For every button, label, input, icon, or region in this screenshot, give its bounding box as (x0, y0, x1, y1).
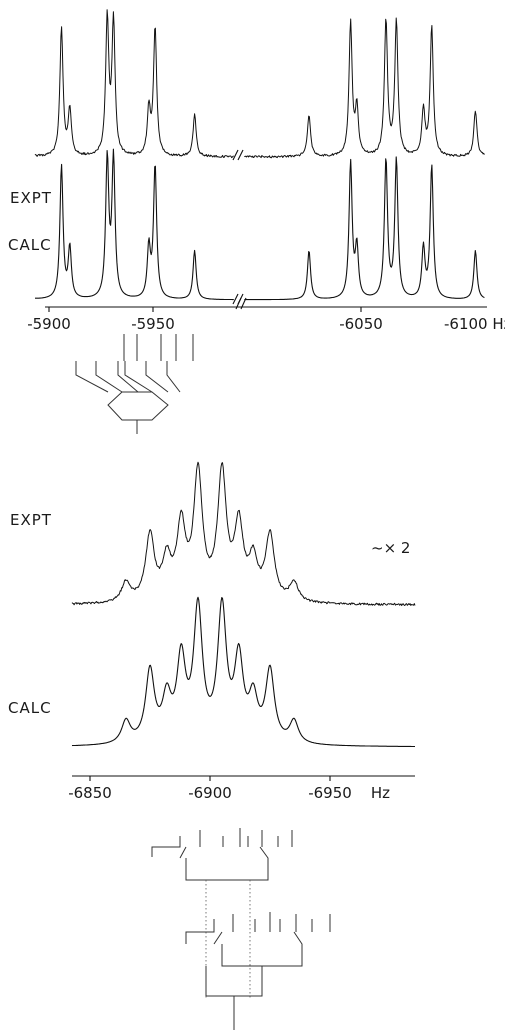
top-tick-label: -5900 (27, 315, 71, 333)
top-tick-label: -6050 (339, 315, 383, 333)
bottom-tick-label: -6850 (68, 784, 112, 802)
top-calc-trace-1 (244, 156, 485, 301)
top-tick-label: -6100 Hz (444, 315, 505, 333)
axis-break-mark (232, 149, 247, 310)
bottom-ticks: -6850 -6900 -6950 Hz (68, 776, 390, 802)
top-spectrum-panel: EXPT CALC -5900 -5950 -6050 -6100 Hz (8, 9, 505, 333)
top-calc-label: CALC (8, 236, 52, 254)
top-expt-trace-0 (34, 9, 234, 159)
top-tick-label: -5950 (131, 315, 175, 333)
top-ticks: -5900 -5950 -6050 -6100 Hz (27, 307, 505, 333)
scale-factor-label: ~× 2 (371, 539, 410, 557)
bottom-coupling-tree-diagram-2 (185, 912, 331, 1030)
bottom-calc-label: CALC (8, 699, 52, 717)
bottom-tick-label: Hz (371, 784, 390, 802)
bottom-coupling-tree-diagram-1 (151, 828, 293, 1000)
top-traces (34, 9, 485, 301)
bottom-tick-label: -6950 (308, 784, 352, 802)
bottom-calc-trace-0 (71, 596, 415, 748)
top-coupling-tree-diagram (75, 334, 194, 434)
bottom-spectrum-panel: EXPT CALC ~× 2 -6850 -6900 -6950 Hz (8, 461, 416, 802)
bottom-expt-trace-0 (71, 461, 416, 606)
top-calc-trace-0 (35, 148, 234, 301)
top-expt-trace-1 (244, 17, 485, 159)
bottom-tick-label: -6900 (188, 784, 232, 802)
top-expt-label: EXPT (10, 189, 52, 207)
bottom-expt-label: EXPT (10, 511, 52, 529)
bottom-traces (71, 461, 416, 748)
